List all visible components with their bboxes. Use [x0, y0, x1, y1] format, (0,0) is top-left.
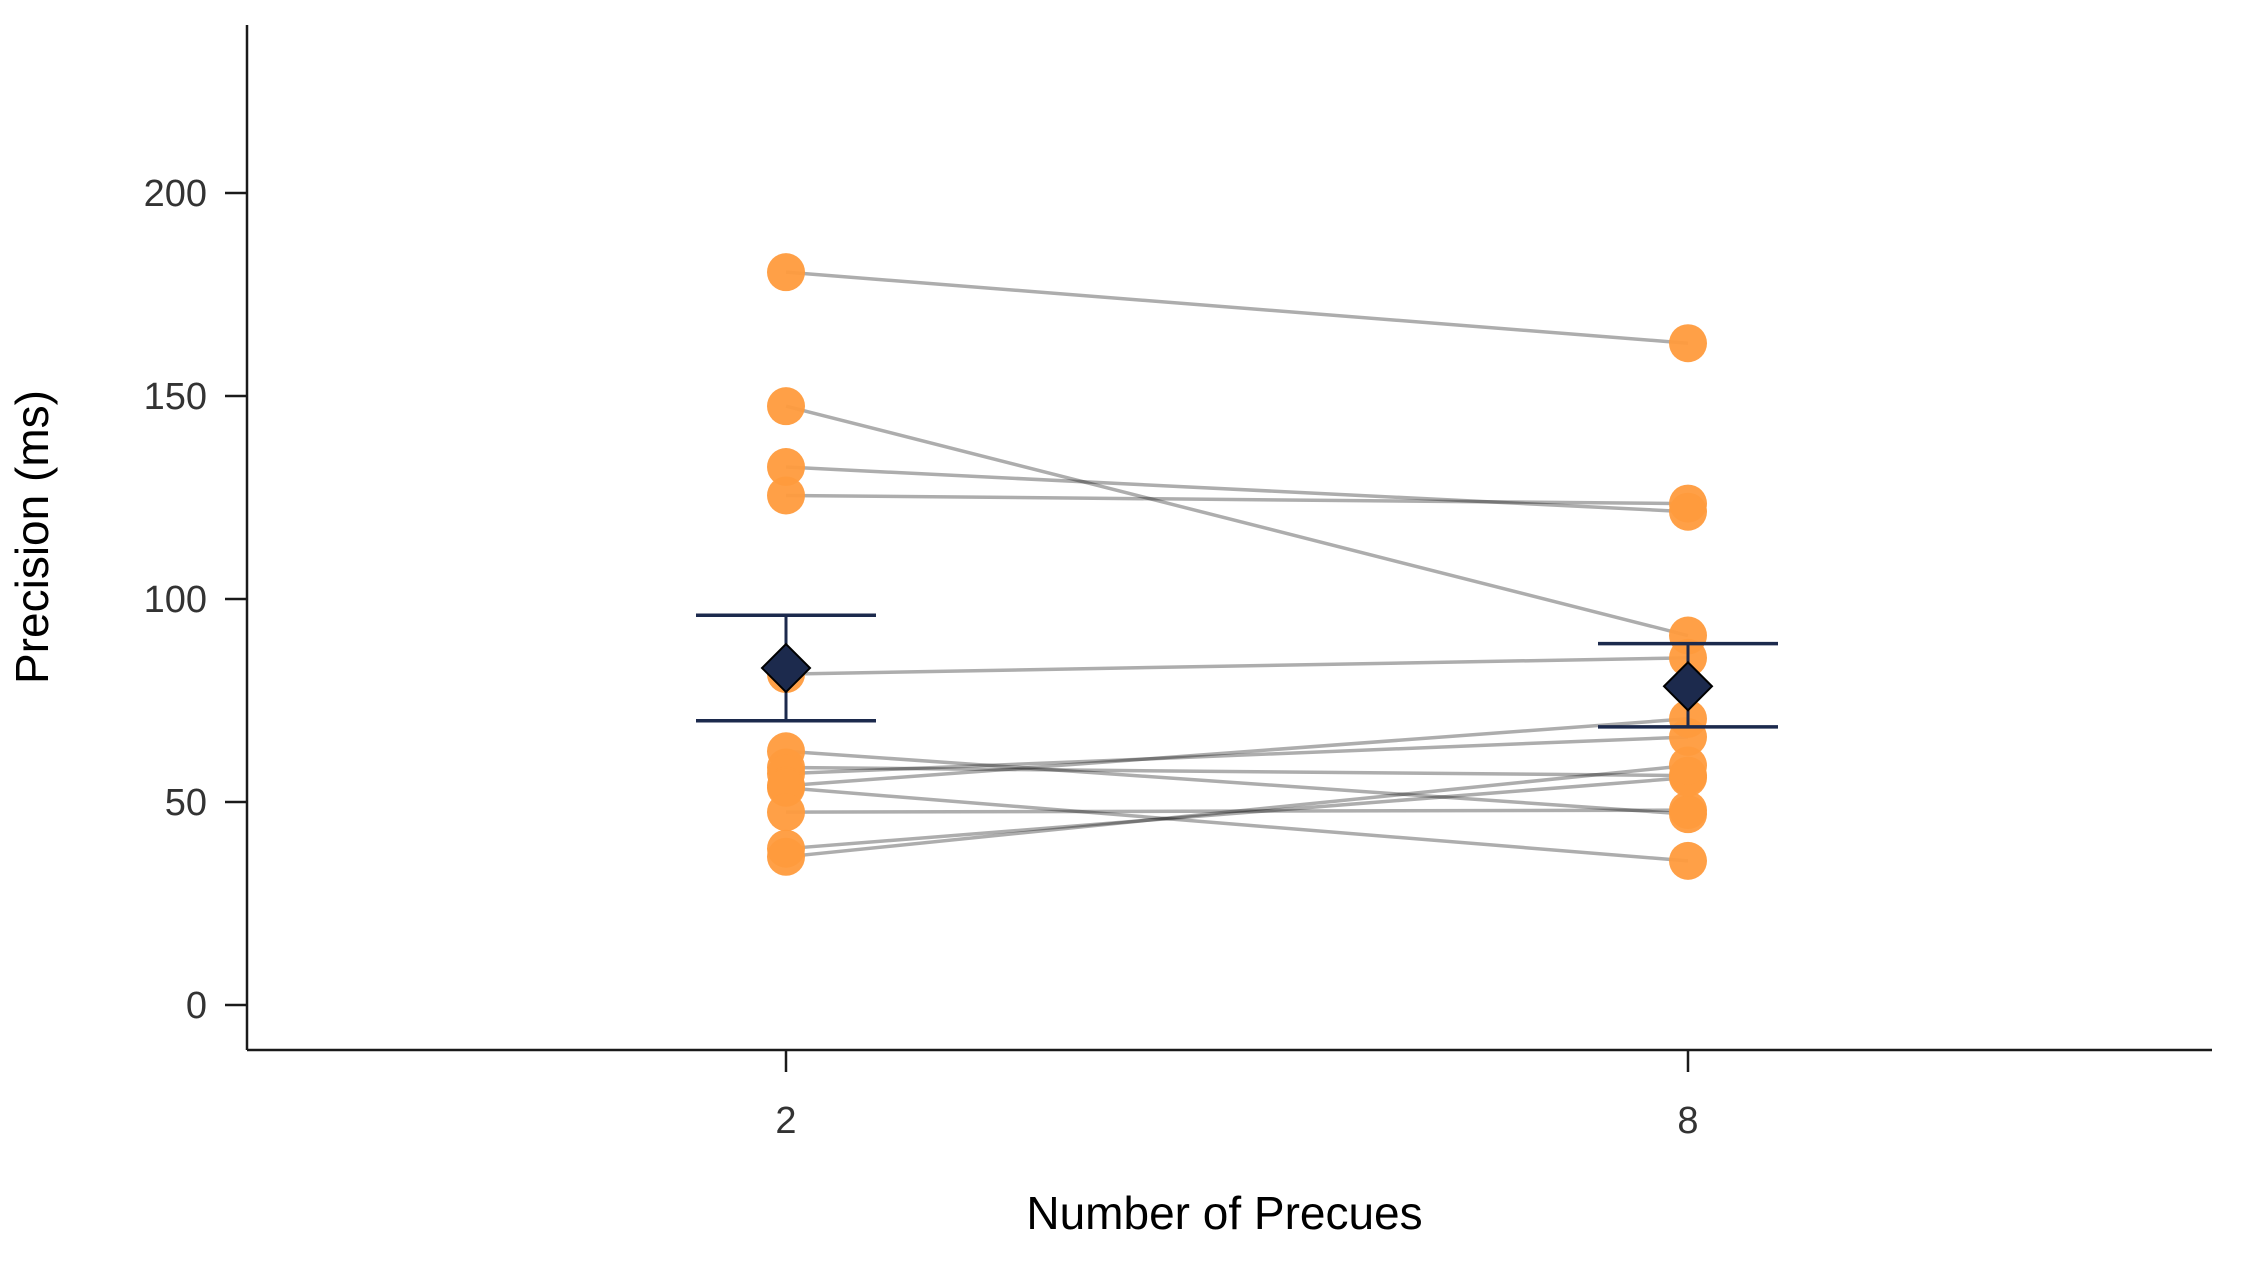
participant-line	[785, 786, 1689, 863]
data-point	[1669, 746, 1707, 785]
axes: 0 50 100 150 200 2 8	[144, 25, 2212, 1142]
participant-line	[785, 765, 1689, 778]
mean-markers	[696, 613, 1778, 729]
y-tick-label: 100	[144, 579, 207, 621]
y-tick-label: 50	[165, 782, 207, 824]
data-point	[767, 448, 805, 487]
participant-line	[785, 717, 1689, 788]
y-axis-title: Precision (ms)	[6, 390, 58, 684]
x-tick-label: 2	[775, 1100, 796, 1142]
y-tick-label: 0	[186, 985, 207, 1027]
mean-marker	[1662, 660, 1714, 712]
data-point	[1669, 791, 1707, 830]
participant-line	[785, 465, 1689, 514]
y-tick-label: 150	[144, 376, 207, 418]
x-tick-label: 8	[1677, 1100, 1698, 1142]
data-point	[1669, 484, 1707, 523]
x-axis-title: Number of Precues	[1026, 1187, 1422, 1239]
participant-lines	[785, 270, 1689, 863]
data-point	[767, 253, 805, 292]
data-point	[767, 793, 805, 832]
data-point	[767, 476, 805, 515]
participant-line	[785, 404, 1689, 638]
data-point	[1669, 841, 1707, 880]
data-point	[767, 837, 805, 876]
y-tick-label: 200	[144, 173, 207, 215]
participant-line	[785, 763, 1689, 859]
participant-line	[785, 735, 1689, 776]
participant-line	[785, 493, 1689, 506]
data-point	[1669, 324, 1707, 363]
participant-line	[785, 808, 1689, 814]
participant-line	[785, 775, 1689, 851]
participant-line	[785, 270, 1689, 345]
mean-marker	[760, 642, 812, 694]
data-point	[767, 387, 805, 426]
participant-line	[785, 656, 1689, 676]
participant-line	[785, 749, 1689, 816]
